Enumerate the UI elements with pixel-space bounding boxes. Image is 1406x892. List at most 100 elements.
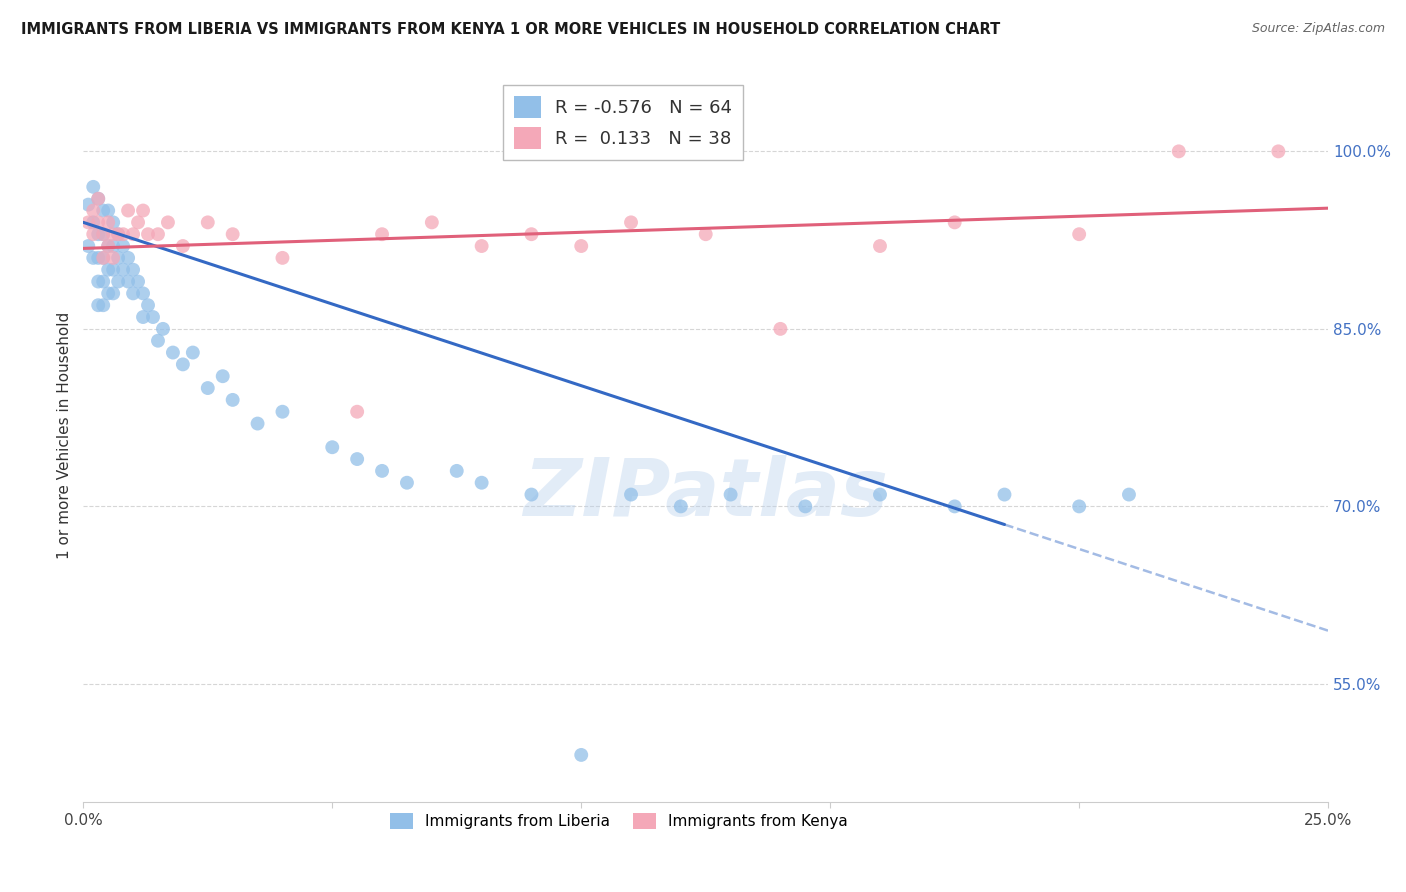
Point — [869, 487, 891, 501]
Point — [87, 192, 110, 206]
Point — [122, 262, 145, 277]
Point — [82, 251, 104, 265]
Point — [156, 215, 179, 229]
Point — [82, 215, 104, 229]
Point — [620, 215, 643, 229]
Point — [346, 452, 368, 467]
Point — [101, 239, 124, 253]
Point — [520, 227, 543, 242]
Point — [82, 179, 104, 194]
Point — [446, 464, 468, 478]
Point — [91, 251, 114, 265]
Point — [943, 500, 966, 514]
Point — [101, 227, 124, 242]
Point — [77, 215, 100, 229]
Point — [146, 227, 169, 242]
Point — [395, 475, 418, 490]
Text: IMMIGRANTS FROM LIBERIA VS IMMIGRANTS FROM KENYA 1 OR MORE VEHICLES IN HOUSEHOLD: IMMIGRANTS FROM LIBERIA VS IMMIGRANTS FR… — [21, 22, 1000, 37]
Point — [87, 251, 110, 265]
Point — [869, 239, 891, 253]
Point — [132, 286, 155, 301]
Point — [1069, 227, 1091, 242]
Point — [271, 405, 294, 419]
Point — [346, 405, 368, 419]
Point — [127, 275, 149, 289]
Point — [420, 215, 443, 229]
Point — [97, 239, 120, 253]
Point — [1069, 500, 1091, 514]
Point — [91, 227, 114, 242]
Point — [172, 239, 194, 253]
Point — [127, 215, 149, 229]
Point — [91, 298, 114, 312]
Point — [136, 298, 159, 312]
Point — [197, 381, 219, 395]
Point — [87, 215, 110, 229]
Point — [569, 747, 592, 762]
Point — [471, 239, 494, 253]
Point — [321, 440, 343, 454]
Point — [112, 262, 135, 277]
Point — [107, 227, 129, 242]
Text: ZIPatlas: ZIPatlas — [523, 455, 889, 533]
Point — [107, 275, 129, 289]
Point — [97, 239, 120, 253]
Point — [112, 239, 135, 253]
Point — [132, 310, 155, 324]
Point — [136, 227, 159, 242]
Point — [520, 487, 543, 501]
Point — [97, 286, 120, 301]
Point — [87, 298, 110, 312]
Point — [117, 251, 139, 265]
Point — [181, 345, 204, 359]
Point — [87, 227, 110, 242]
Point — [97, 262, 120, 277]
Point — [794, 500, 817, 514]
Point — [1118, 487, 1140, 501]
Point — [695, 227, 717, 242]
Point — [91, 203, 114, 218]
Point — [91, 275, 114, 289]
Text: Source: ZipAtlas.com: Source: ZipAtlas.com — [1251, 22, 1385, 36]
Point — [371, 464, 394, 478]
Point — [1167, 145, 1189, 159]
Point — [101, 251, 124, 265]
Point — [87, 192, 110, 206]
Point — [172, 358, 194, 372]
Point — [77, 197, 100, 211]
Point — [246, 417, 269, 431]
Point — [197, 215, 219, 229]
Point — [122, 286, 145, 301]
Legend: Immigrants from Liberia, Immigrants from Kenya: Immigrants from Liberia, Immigrants from… — [384, 806, 853, 835]
Point — [669, 500, 692, 514]
Point — [993, 487, 1015, 501]
Y-axis label: 1 or more Vehicles in Household: 1 or more Vehicles in Household — [58, 312, 72, 559]
Point — [471, 475, 494, 490]
Point — [162, 345, 184, 359]
Point — [112, 227, 135, 242]
Point — [769, 322, 792, 336]
Point — [569, 239, 592, 253]
Point — [132, 203, 155, 218]
Point — [91, 227, 114, 242]
Point — [101, 262, 124, 277]
Point — [82, 227, 104, 242]
Point — [107, 251, 129, 265]
Point — [117, 203, 139, 218]
Point — [97, 203, 120, 218]
Point — [87, 275, 110, 289]
Point — [720, 487, 742, 501]
Point — [221, 227, 243, 242]
Point — [117, 275, 139, 289]
Point — [211, 369, 233, 384]
Point — [943, 215, 966, 229]
Point — [620, 487, 643, 501]
Point — [142, 310, 165, 324]
Point — [82, 203, 104, 218]
Point — [101, 286, 124, 301]
Point — [221, 392, 243, 407]
Point — [146, 334, 169, 348]
Point — [97, 215, 120, 229]
Point — [271, 251, 294, 265]
Point — [371, 227, 394, 242]
